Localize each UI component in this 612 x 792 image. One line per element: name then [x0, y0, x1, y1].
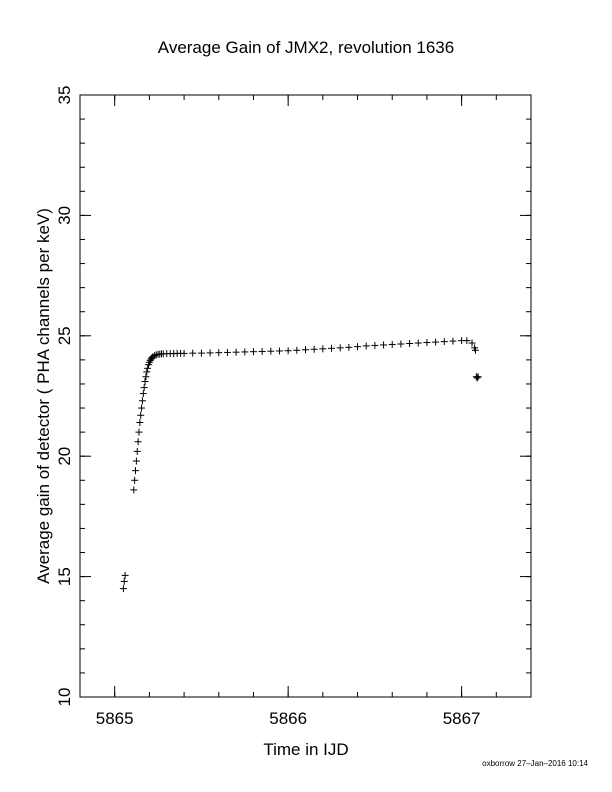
x-axis-label: Time in IJD — [263, 740, 348, 759]
data-point — [293, 346, 301, 354]
data-point — [468, 339, 476, 347]
data-point — [140, 384, 148, 392]
data-point — [180, 349, 188, 357]
data-point — [258, 347, 266, 355]
data-point — [241, 348, 249, 356]
data-point — [142, 373, 150, 381]
data-point — [275, 347, 283, 355]
x-tick-label: 5866 — [269, 709, 307, 728]
data-point — [423, 339, 431, 347]
data-point — [336, 344, 344, 352]
y-axis-label: Average gain of detector ( PHA channels … — [34, 208, 53, 584]
data-point — [135, 428, 143, 436]
data-point — [371, 341, 379, 349]
data-point — [345, 343, 353, 351]
data-point — [362, 342, 370, 350]
data-point — [215, 349, 223, 357]
data-point — [137, 411, 145, 419]
data-point — [284, 347, 292, 355]
axis-tick-labels: 5865 5866 5867 10 15 20 25 30 35 — [55, 86, 481, 728]
data-point — [139, 390, 147, 398]
data-point — [432, 338, 440, 346]
chart-title: Average Gain of JMX2, revolution 1636 — [158, 38, 454, 57]
y-tick-label: 25 — [55, 326, 74, 345]
data-point — [138, 397, 146, 405]
data-point — [440, 338, 448, 346]
data-point — [130, 486, 138, 494]
data-point — [120, 577, 128, 585]
data-point — [132, 467, 140, 475]
data-point — [449, 337, 457, 345]
plot-frame — [79, 94, 532, 698]
data-point — [134, 438, 142, 446]
data-point — [414, 339, 422, 347]
data-point — [310, 345, 318, 353]
data-point — [206, 349, 214, 357]
data-point — [249, 348, 257, 356]
x-tick-label: 5865 — [96, 709, 134, 728]
data-point — [397, 340, 405, 348]
x-tick-label: 5867 — [443, 709, 481, 728]
data-point — [136, 418, 144, 426]
y-tick-label: 20 — [55, 447, 74, 466]
data-point — [223, 348, 231, 356]
data-point — [471, 346, 479, 354]
data-point — [302, 346, 309, 354]
data-point — [119, 585, 127, 593]
data-point — [133, 447, 141, 455]
y-tick-label: 35 — [55, 86, 74, 105]
data-point — [143, 368, 151, 376]
footer-stamp: oxborrow 27–Jan–2016 10:14 — [482, 759, 588, 768]
data-point — [267, 347, 275, 355]
data-point — [151, 352, 159, 360]
data-point — [388, 340, 396, 348]
data-point — [319, 345, 327, 353]
data-points — [119, 337, 482, 593]
y-tick-label: 10 — [55, 688, 74, 707]
data-point — [131, 476, 139, 484]
axis-ticks — [80, 94, 531, 698]
data-point — [121, 571, 129, 579]
data-point — [463, 337, 471, 345]
data-point — [138, 404, 146, 412]
data-point — [197, 349, 205, 357]
data-point — [474, 373, 482, 381]
data-point — [144, 364, 152, 372]
y-tick-label: 15 — [55, 567, 74, 586]
y-tick-label: 30 — [55, 206, 74, 225]
data-point — [141, 378, 149, 386]
data-point — [380, 341, 388, 349]
data-point — [354, 343, 362, 351]
data-point — [328, 344, 336, 352]
data-point — [232, 348, 240, 356]
data-point — [473, 374, 481, 382]
data-point — [132, 457, 140, 465]
data-point — [406, 340, 414, 348]
data-point — [189, 349, 197, 357]
